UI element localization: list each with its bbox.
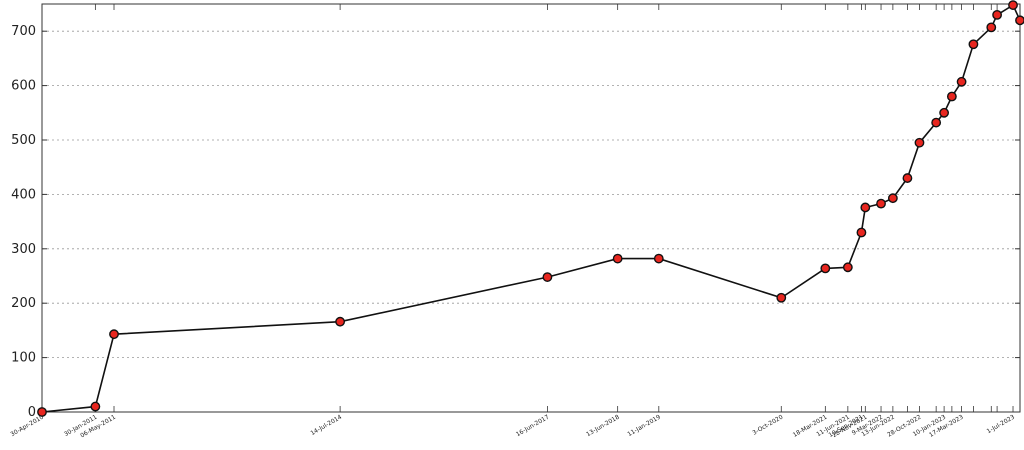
data-point <box>902 173 913 183</box>
x-tick-label: 13-Jun-2018 <box>585 414 621 439</box>
data-point <box>956 76 967 87</box>
data-point <box>931 117 942 128</box>
y-tick-label: 400 <box>11 187 36 202</box>
grid-lines <box>42 30 1020 359</box>
data-point <box>653 253 664 264</box>
data-point <box>856 227 867 238</box>
data-point <box>860 202 871 213</box>
data-point <box>109 329 119 340</box>
data-point <box>986 22 997 33</box>
data-point <box>946 91 957 102</box>
data-point <box>90 401 101 412</box>
data-point <box>542 272 553 282</box>
y-tick-label: 300 <box>11 242 36 257</box>
y-tick-label: 0 <box>28 405 36 420</box>
x-tick-label: 11-Jan-2019 <box>626 414 662 439</box>
x-tick-label: 14-Jul-2014 <box>309 414 343 438</box>
data-points <box>37 0 1024 417</box>
data-point <box>612 253 623 264</box>
x-tick-label: 16-Jun-2017 <box>515 414 551 439</box>
x-tick-label: 3-Oct-2020 <box>751 414 784 437</box>
y-axis: 0 100 200 300 400 500 600 700 <box>11 24 1020 420</box>
y-tick-label: 700 <box>11 24 36 39</box>
data-point <box>876 198 886 209</box>
data-point <box>1008 0 1018 10</box>
y-tick-label: 100 <box>11 351 36 366</box>
data-point <box>914 137 925 148</box>
data-point <box>887 193 898 204</box>
series-line <box>41 3 1021 413</box>
data-point <box>939 107 950 118</box>
data-point <box>820 263 831 274</box>
data-point <box>968 39 979 50</box>
data-point <box>776 292 787 303</box>
y-tick-label: 500 <box>11 133 36 148</box>
data-point <box>335 316 346 327</box>
data-point <box>37 407 47 417</box>
y-tick-label: 600 <box>11 79 36 94</box>
x-tick-label: 1-Jul-2023 <box>986 414 1016 436</box>
y-tick-label: 200 <box>11 296 36 311</box>
data-point <box>842 262 853 273</box>
data-point <box>992 9 1002 20</box>
data-point <box>1015 15 1024 26</box>
plot-frame <box>41 3 1021 413</box>
